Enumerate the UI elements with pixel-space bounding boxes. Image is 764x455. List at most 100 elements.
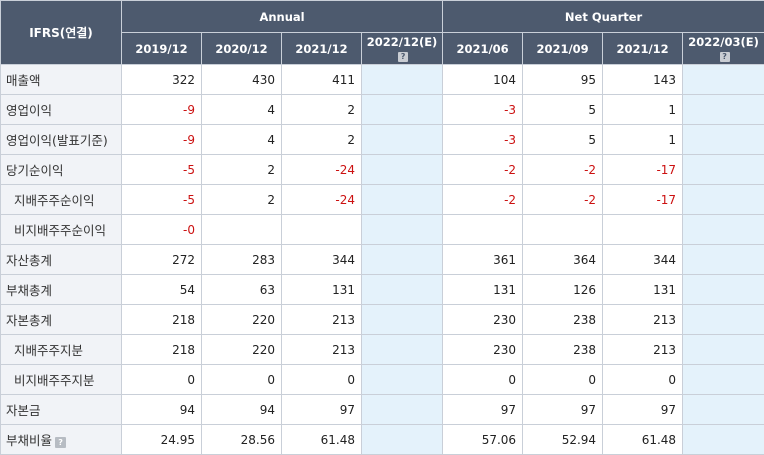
annual-value-cell: 54 [121,274,202,305]
row-label: 지배주주순이익 [0,184,122,215]
quarter-value-cell: 0 [442,364,524,395]
annual-value-cell: 2 [201,184,282,215]
col-header-quarter-1: 2021/06 [442,32,524,65]
annual-value-cell: 220 [201,334,282,365]
quarter-value-cell [682,214,764,245]
quarter-value-cell [522,214,604,245]
table-row: 지배주주순이익 -5 2 -24 -2 -2 -17 [0,184,764,215]
annual-value-cell [360,304,444,335]
row-label: 비지배주주순이익 [0,214,122,245]
quarter-value-cell: 97 [602,394,684,425]
quarter-value-cell: 361 [442,244,524,275]
quarter-value-cell: 5 [522,124,604,155]
annual-value-cell [360,154,444,185]
quarter-value-cell: 230 [442,334,524,365]
table-row: 영업이익 -9 4 2 -3 5 1 [0,94,764,125]
annual-value-cell [360,394,444,425]
annual-value-cell: 63 [201,274,282,305]
annual-value-cell: 24.95 [121,424,202,455]
quarter-value-cell: 52.94 [522,424,604,455]
quarter-value-cell: 97 [522,394,604,425]
annual-value-cell: 283 [201,244,282,275]
annual-value-cell: 94 [121,394,202,425]
annual-value-cell [360,334,444,365]
quarter-value-cell: 238 [522,334,604,365]
row-label: 자본금 [0,394,122,425]
row-label-text: 영업이익 [6,103,53,118]
quarter-value-cell [682,334,764,365]
annual-value-cell: 0 [281,364,362,395]
quarter-value-cell: 0 [602,364,684,395]
row-label-text: 당기순이익 [6,163,64,178]
quarter-value-cell: -2 [442,184,524,215]
annual-value-cell [360,64,444,95]
row-label-text: 지배주주순이익 [14,193,95,208]
table-row: 자산총계 272 283 344 361 364 344 [0,244,764,275]
quarter-group-header: Net Quarter [442,0,764,33]
annual-value-cell: -24 [281,184,362,215]
col-header-quarter-3: 2021/12 [602,32,684,65]
table-row: 비지배주주지분 0 0 0 0 0 0 [0,364,764,395]
help-icon[interactable]: ? [55,437,67,448]
quarter-value-cell: 213 [602,304,684,335]
annual-value-cell [360,124,444,155]
quarter-value-cell [682,124,764,155]
row-label: 자본총계 [0,304,122,335]
annual-value-cell: 2 [201,154,282,185]
quarter-value-cell [682,394,764,425]
quarter-value-cell: 131 [602,274,684,305]
quarter-value-cell [682,424,764,455]
row-label-text: 지배주주지분 [14,343,84,358]
annual-value-cell [360,274,444,305]
row-label: 자산총계 [0,244,122,275]
quarter-value-cell: 230 [442,304,524,335]
quarter-value-cell: 104 [442,64,524,95]
table-row: 비지배주주순이익 -0 [0,214,764,245]
quarter-value-cell: -2 [442,154,524,185]
annual-value-cell: 97 [281,394,362,425]
col-header-annual-4: 2022/12(E)? [360,32,444,65]
annual-value-cell: 0 [121,364,202,395]
quarter-value-cell: -3 [442,94,524,125]
quarter-value-cell: 0 [522,364,604,395]
quarter-value-cell: 143 [602,64,684,95]
quarter-value-cell [442,214,524,245]
row-label: 비지배주주지분 [0,364,122,395]
quarter-value-cell: 5 [522,94,604,125]
annual-value-cell: -9 [121,124,202,155]
annual-value-cell: 430 [201,64,282,95]
annual-group-header: Annual [120,0,444,33]
quarter-value-cell: 61.48 [602,424,684,455]
quarter-value-cell [682,304,764,335]
annual-value-cell: 4 [201,124,282,155]
row-label: 영업이익 [0,94,122,125]
quarter-value-cell: 213 [602,334,684,365]
annual-value-cell: 61.48 [281,424,362,455]
quarter-value-cell: 97 [442,394,524,425]
annual-value-cell [201,214,282,245]
quarter-value-cell [682,274,764,305]
help-icon[interactable]: ? [398,51,409,62]
quarter-value-cell: 126 [522,274,604,305]
row-label-text: 자산총계 [6,253,53,268]
annual-value-cell: -5 [121,154,202,185]
row-label-text: 부채비율 [6,433,53,448]
table-row: 자본금 94 94 97 97 97 97 [0,394,764,425]
row-label: 매출액 [0,64,122,95]
col-header-annual-3: 2021/12 [281,32,362,65]
annual-value-cell: -0 [121,214,202,245]
col-header-annual-1: 2019/12 [121,32,202,65]
quarter-value-cell: 238 [522,304,604,335]
table-row: 매출액 322 430 411 104 95 143 [0,64,764,95]
annual-value-cell [360,94,444,125]
quarter-value-cell: -2 [522,154,604,185]
help-icon[interactable]: ? [719,51,730,62]
row-label-text: 비지배주주순이익 [14,223,107,238]
quarter-value-cell [682,184,764,215]
row-label: 지배주주지분 [0,334,122,365]
quarter-value-cell: -17 [602,184,684,215]
table-row: 영업이익(발표기준) -9 4 2 -3 5 1 [0,124,764,155]
row-label-text: 자본금 [6,403,41,418]
annual-value-cell [360,364,444,395]
annual-value-cell: 220 [201,304,282,335]
